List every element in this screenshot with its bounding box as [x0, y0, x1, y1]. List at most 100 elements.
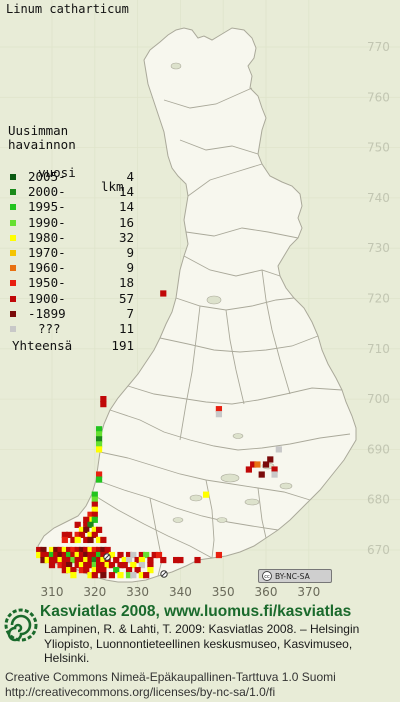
observation-square	[95, 556, 103, 564]
legend-count: 9	[126, 244, 134, 260]
observation-square	[91, 496, 98, 503]
observation-square	[66, 546, 73, 554]
observation-square	[61, 536, 68, 544]
observation-square	[78, 546, 86, 554]
legend-swatch	[10, 219, 16, 226]
observation-square	[117, 551, 124, 559]
observation-square	[125, 567, 133, 574]
license-name: Creative Commons Nimeä-Epäkaupallinen-Ta…	[5, 670, 336, 684]
species-title: Linum catharticum	[6, 2, 129, 16]
legend-row: 2005- 4	[8, 170, 134, 185]
legend-rows: 2005- 4 2000- 14 1995- 14 1990- 16 1980- 32 1970- 9…	[8, 170, 134, 337]
grid-northing-labels: 770 760 750 740 730 720 710 700 690 680 670	[367, 40, 390, 557]
observation-square	[40, 556, 47, 564]
grid-label-easting: 310	[41, 585, 64, 599]
observation-square	[78, 567, 86, 574]
legend-count: 57	[118, 290, 134, 306]
observation-square	[147, 556, 154, 564]
observation-square	[95, 476, 103, 483]
observation-square	[125, 572, 133, 579]
legend-count: 16	[118, 214, 134, 230]
observation-square	[125, 551, 133, 559]
grid-label-northing: 720	[367, 292, 390, 306]
observation-square	[87, 521, 94, 528]
legend-swatch	[10, 325, 16, 332]
legend-label: ???	[38, 320, 61, 336]
observation-square	[74, 546, 81, 554]
grid-label-northing: 700	[367, 392, 390, 406]
observation-square	[91, 572, 98, 579]
cc-license-badge[interactable]: cc BY-NC-SA	[258, 569, 332, 583]
observation-square	[130, 561, 137, 569]
observation-square	[40, 551, 47, 559]
legend-row: 1990- 16	[8, 214, 134, 231]
observation-square	[160, 290, 167, 297]
observation-square	[91, 551, 98, 559]
region-borders	[91, 87, 351, 577]
legend-row: 1970- 9	[8, 245, 134, 261]
observation-square	[66, 561, 73, 569]
legend-swatch	[10, 265, 16, 272]
observation-square	[74, 531, 81, 539]
observation-square	[91, 501, 98, 508]
legend-total-row: Yhteensä 191	[8, 339, 134, 355]
legend-label: 1950-	[28, 275, 66, 291]
observation-square	[95, 426, 103, 433]
observation-square	[61, 567, 68, 574]
observation-square	[100, 536, 107, 544]
observation-square	[125, 556, 133, 564]
legend-row: 1960- 9	[8, 261, 134, 276]
observation-square	[117, 561, 124, 569]
observation-square	[271, 466, 278, 473]
observation-square	[130, 572, 137, 579]
observation-square	[104, 546, 111, 554]
observation-square	[53, 551, 60, 559]
observation-square	[95, 526, 103, 533]
observation-square	[53, 546, 60, 554]
observation-square	[95, 441, 103, 448]
observation-square	[147, 561, 154, 569]
grid-label-northing: 680	[367, 493, 390, 507]
observation-square	[173, 556, 180, 564]
observation-square	[95, 471, 103, 478]
legend-count: 14	[118, 184, 134, 200]
legend-heading-count: lkm	[101, 179, 124, 194]
legend-swatch	[10, 234, 16, 241]
legend-total-count: 191	[111, 338, 134, 354]
legend-heading-line3: vuosi lkm	[8, 152, 123, 194]
observation-square	[138, 556, 145, 564]
observation-square	[245, 466, 252, 473]
observation-square	[95, 431, 103, 438]
observation-square	[78, 561, 86, 569]
legend-row: -1899 7	[8, 306, 134, 322]
observation-square	[155, 551, 163, 559]
observation-square	[100, 561, 107, 569]
legend-swatch	[10, 174, 16, 180]
legend-label: 1990-	[28, 214, 66, 230]
legend-swatch	[10, 249, 16, 256]
observation-square	[83, 521, 90, 528]
observation-square	[78, 526, 86, 533]
observation-square	[138, 551, 145, 559]
observation-square	[91, 531, 98, 539]
observation-square	[66, 551, 73, 559]
license-url[interactable]: http://creativecommons.org/licenses/by-n…	[5, 684, 276, 699]
observation-square	[100, 401, 107, 408]
observation-square	[61, 556, 68, 564]
observation-square	[83, 516, 90, 523]
observation-square	[215, 551, 223, 559]
footer-heading[interactable]: Kasviatlas 2008, www.luomus.fi/kasviatla…	[40, 603, 352, 620]
observation-square	[254, 461, 261, 468]
observation-square	[95, 536, 103, 544]
grid-label-northing: 690	[367, 442, 390, 456]
observation-square	[177, 556, 184, 564]
observation-square	[83, 567, 90, 574]
observation-square	[262, 461, 270, 468]
observation-square	[151, 551, 158, 559]
legend-row: ??? 11	[8, 320, 134, 337]
observation-square	[66, 531, 73, 539]
observation-square	[74, 556, 81, 564]
observation-square	[57, 546, 64, 554]
legend-label: 1900-	[28, 290, 66, 306]
